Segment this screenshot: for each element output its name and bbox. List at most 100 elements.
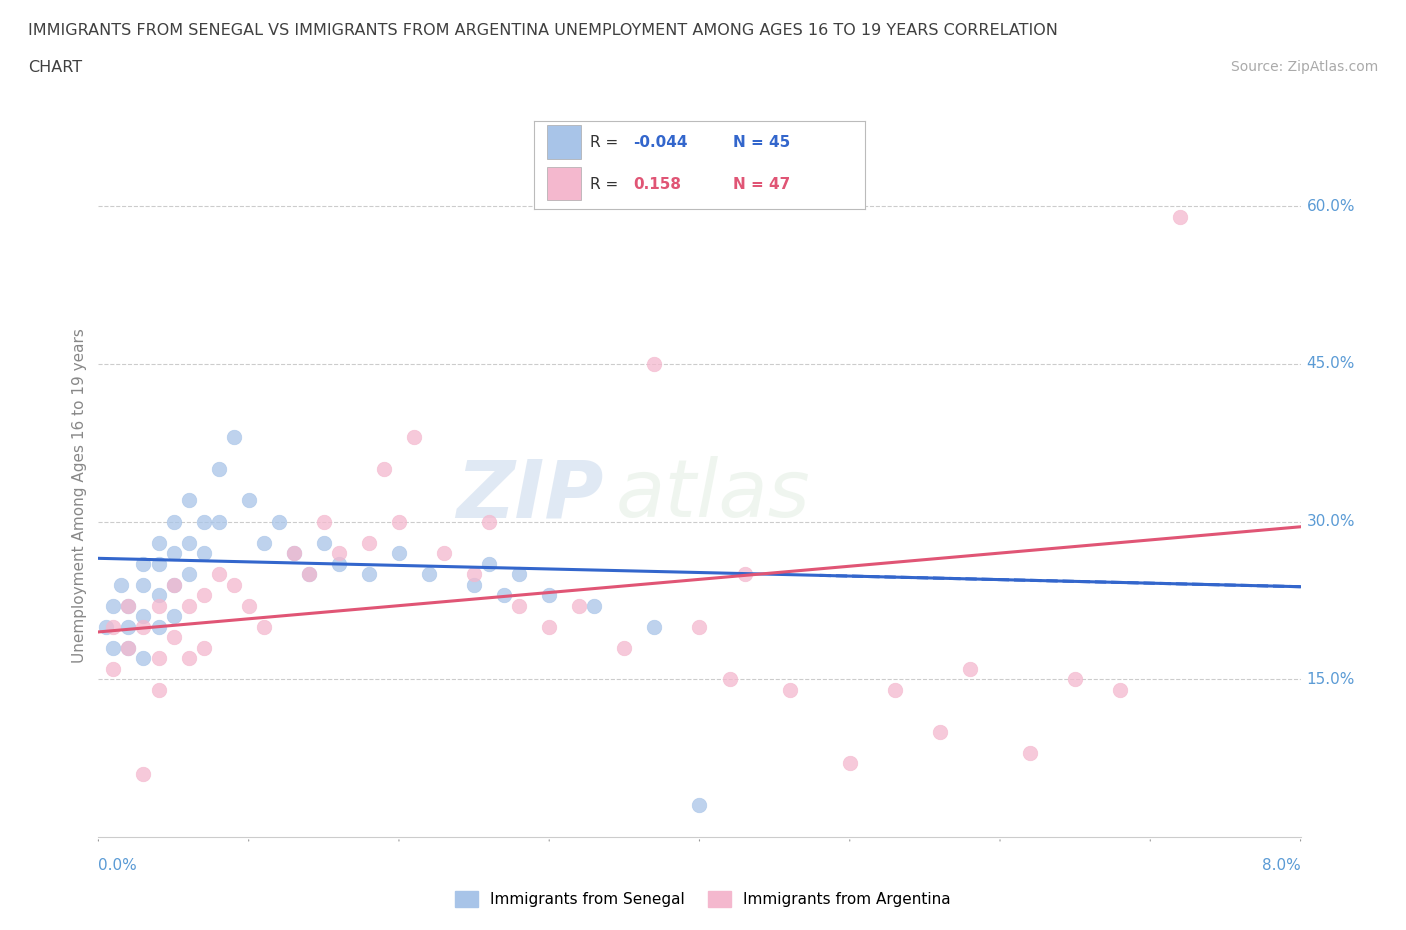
Text: 15.0%: 15.0% [1306, 671, 1355, 686]
Point [463, 578, 485, 592]
Point [718, 671, 741, 686]
Point [177, 493, 200, 508]
Point [478, 556, 501, 571]
Point [222, 430, 245, 445]
Point [613, 640, 636, 655]
Point [478, 514, 501, 529]
Point [508, 566, 530, 581]
Point [328, 556, 350, 571]
Point [162, 609, 184, 624]
Point [148, 683, 170, 698]
Point [688, 619, 710, 634]
Point [779, 683, 801, 698]
Point [132, 609, 155, 624]
Point [148, 651, 170, 666]
Point [357, 566, 380, 581]
FancyBboxPatch shape [547, 166, 581, 201]
Point [583, 598, 606, 613]
Text: N = 47: N = 47 [733, 177, 790, 192]
Point [132, 578, 155, 592]
Point [162, 578, 184, 592]
Point [883, 683, 905, 698]
Point [418, 566, 440, 581]
Point [688, 798, 710, 813]
Point [117, 619, 139, 634]
Point [177, 566, 200, 581]
Text: 8.0%: 8.0% [1261, 857, 1301, 872]
Text: R =: R = [591, 177, 628, 192]
Point [959, 661, 981, 676]
Point [283, 546, 305, 561]
Text: 30.0%: 30.0% [1306, 514, 1355, 529]
FancyBboxPatch shape [547, 126, 581, 159]
Point [312, 514, 335, 529]
Text: atlas: atlas [616, 457, 810, 534]
Point [162, 514, 184, 529]
Point [1019, 746, 1042, 761]
Point [103, 661, 125, 676]
Point [162, 578, 184, 592]
Text: 60.0%: 60.0% [1306, 198, 1355, 214]
Point [132, 766, 155, 781]
Point [1064, 671, 1087, 686]
Point [193, 640, 215, 655]
Point [148, 619, 170, 634]
Point [193, 514, 215, 529]
Text: 0.158: 0.158 [633, 177, 682, 192]
Point [433, 546, 456, 561]
Point [838, 756, 860, 771]
Point [162, 546, 184, 561]
Point [132, 651, 155, 666]
Text: N = 45: N = 45 [733, 136, 790, 151]
Point [110, 578, 132, 592]
Point [267, 514, 290, 529]
Y-axis label: Unemployment Among Ages 16 to 19 years: Unemployment Among Ages 16 to 19 years [72, 327, 87, 663]
Point [193, 588, 215, 603]
Point [494, 588, 516, 603]
Point [148, 556, 170, 571]
Point [928, 724, 950, 739]
Point [177, 651, 200, 666]
Point [1109, 683, 1132, 698]
Point [298, 566, 321, 581]
Point [208, 566, 231, 581]
Text: R =: R = [591, 136, 624, 151]
Text: IMMIGRANTS FROM SENEGAL VS IMMIGRANTS FROM ARGENTINA UNEMPLOYMENT AMONG AGES 16 : IMMIGRANTS FROM SENEGAL VS IMMIGRANTS FR… [28, 23, 1057, 38]
Text: ZIP: ZIP [456, 457, 603, 534]
Point [177, 598, 200, 613]
Point [148, 588, 170, 603]
Point [643, 356, 665, 371]
Point [94, 619, 117, 634]
Point [177, 535, 200, 550]
Point [193, 546, 215, 561]
Point [103, 598, 125, 613]
Text: -0.044: -0.044 [633, 136, 688, 151]
Point [298, 566, 321, 581]
Point [373, 461, 395, 476]
Point [357, 535, 380, 550]
Point [208, 514, 231, 529]
Point [1168, 209, 1191, 224]
Point [283, 546, 305, 561]
Point [238, 598, 260, 613]
Point [117, 640, 139, 655]
Point [568, 598, 591, 613]
Point [103, 640, 125, 655]
Text: CHART: CHART [28, 60, 82, 75]
Point [328, 546, 350, 561]
Point [538, 619, 561, 634]
Point [117, 640, 139, 655]
Point [222, 578, 245, 592]
Point [103, 619, 125, 634]
Point [117, 598, 139, 613]
Point [402, 430, 425, 445]
Point [132, 556, 155, 571]
Text: 0.0%: 0.0% [98, 857, 138, 872]
Point [463, 566, 485, 581]
Point [162, 630, 184, 644]
Point [117, 598, 139, 613]
Point [643, 619, 665, 634]
Point [238, 493, 260, 508]
Point [538, 588, 561, 603]
Point [312, 535, 335, 550]
